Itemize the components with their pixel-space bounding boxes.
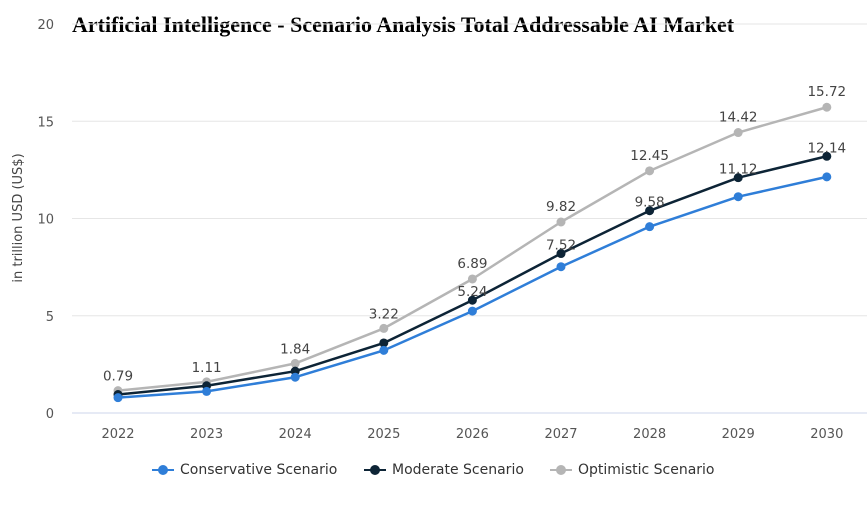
data-label-optimistic: 9.82 bbox=[546, 199, 576, 215]
data-label-conservative: 9.58 bbox=[635, 195, 665, 211]
data-label-conservative: 3.22 bbox=[369, 306, 399, 322]
y-tick-label: 5 bbox=[46, 310, 54, 325]
legend-swatch-optimistic bbox=[550, 464, 572, 476]
y-tick-label: 20 bbox=[37, 18, 54, 33]
legend-item-moderate[interactable]: Moderate Scenario bbox=[364, 462, 524, 478]
legend-swatch-moderate bbox=[364, 464, 386, 476]
legend: Conservative Scenario Moderate Scenario … bbox=[0, 462, 867, 486]
data-label-conservative: 1.84 bbox=[280, 341, 310, 357]
legend-item-optimistic[interactable]: Optimistic Scenario bbox=[550, 462, 715, 478]
y-tick-label: 10 bbox=[37, 213, 54, 228]
data-label-conservative: 0.79 bbox=[103, 369, 133, 385]
data-label-conservative: 11.12 bbox=[719, 162, 758, 178]
legend-label-optimistic: Optimistic Scenario bbox=[578, 462, 715, 478]
y-tick-label: 0 bbox=[46, 407, 54, 422]
data-point bbox=[822, 172, 832, 182]
data-point bbox=[733, 173, 743, 183]
data-label-conservative: 7.52 bbox=[546, 238, 576, 254]
data-label-optimistic: 6.89 bbox=[457, 256, 487, 272]
data-label-conservative: 5.24 bbox=[457, 284, 487, 300]
data-point bbox=[645, 206, 655, 216]
y-axis-label: in trillion USD (US$) bbox=[11, 153, 26, 282]
x-tick-label: 2028 bbox=[633, 427, 666, 442]
x-tick-label: 2030 bbox=[810, 427, 843, 442]
data-point bbox=[467, 295, 477, 305]
data-point bbox=[379, 323, 389, 333]
x-tick-label: 2027 bbox=[544, 427, 577, 442]
x-tick-label: 2022 bbox=[101, 427, 134, 442]
legend-swatch-conservative bbox=[152, 464, 174, 476]
data-point bbox=[290, 372, 300, 382]
series-group bbox=[113, 102, 832, 403]
x-tick-label: 2023 bbox=[190, 427, 223, 442]
x-tick-label: 2026 bbox=[456, 427, 489, 442]
data-point bbox=[556, 262, 566, 272]
data-point bbox=[733, 192, 743, 202]
data-label-conservative: 1.11 bbox=[192, 360, 222, 376]
data-point bbox=[822, 102, 832, 112]
legend-label-conservative: Conservative Scenario bbox=[180, 462, 338, 478]
data-point bbox=[290, 358, 300, 368]
data-point bbox=[113, 393, 123, 403]
data-point bbox=[467, 274, 477, 284]
data-point bbox=[733, 128, 743, 138]
data-point bbox=[556, 217, 566, 227]
data-point bbox=[379, 345, 389, 355]
x-tick-label: 2024 bbox=[279, 427, 312, 442]
data-label-optimistic: 14.42 bbox=[719, 110, 758, 126]
y-tick-label: 15 bbox=[37, 115, 54, 130]
legend-item-conservative[interactable]: Conservative Scenario bbox=[152, 462, 337, 478]
data-label-optimistic: 15.72 bbox=[807, 84, 846, 100]
data-label-conservative: 12.14 bbox=[807, 140, 846, 156]
data-point bbox=[202, 386, 212, 396]
data-point bbox=[822, 151, 832, 161]
y-axis-ticks: 0 5 10 15 20 bbox=[37, 18, 54, 422]
series-line-optimistic bbox=[117, 106, 828, 392]
x-tick-label: 2029 bbox=[722, 427, 755, 442]
data-point bbox=[467, 306, 477, 316]
x-tick-label: 2025 bbox=[367, 427, 400, 442]
data-point bbox=[379, 338, 389, 348]
data-label-optimistic: 12.45 bbox=[630, 148, 669, 164]
data-labels: 0.79 1.11 1.84 3.22 5.24 7.52 9.58 11.12 12.14 6.… bbox=[103, 84, 846, 384]
legend-label-moderate: Moderate Scenario bbox=[392, 462, 524, 478]
data-point bbox=[645, 166, 655, 176]
grid-lines bbox=[72, 23, 867, 414]
x-axis-ticks: 2022 2023 2024 2025 2026 2027 2028 2029 2030 bbox=[101, 427, 843, 442]
data-point bbox=[556, 249, 566, 259]
data-point bbox=[645, 222, 655, 232]
